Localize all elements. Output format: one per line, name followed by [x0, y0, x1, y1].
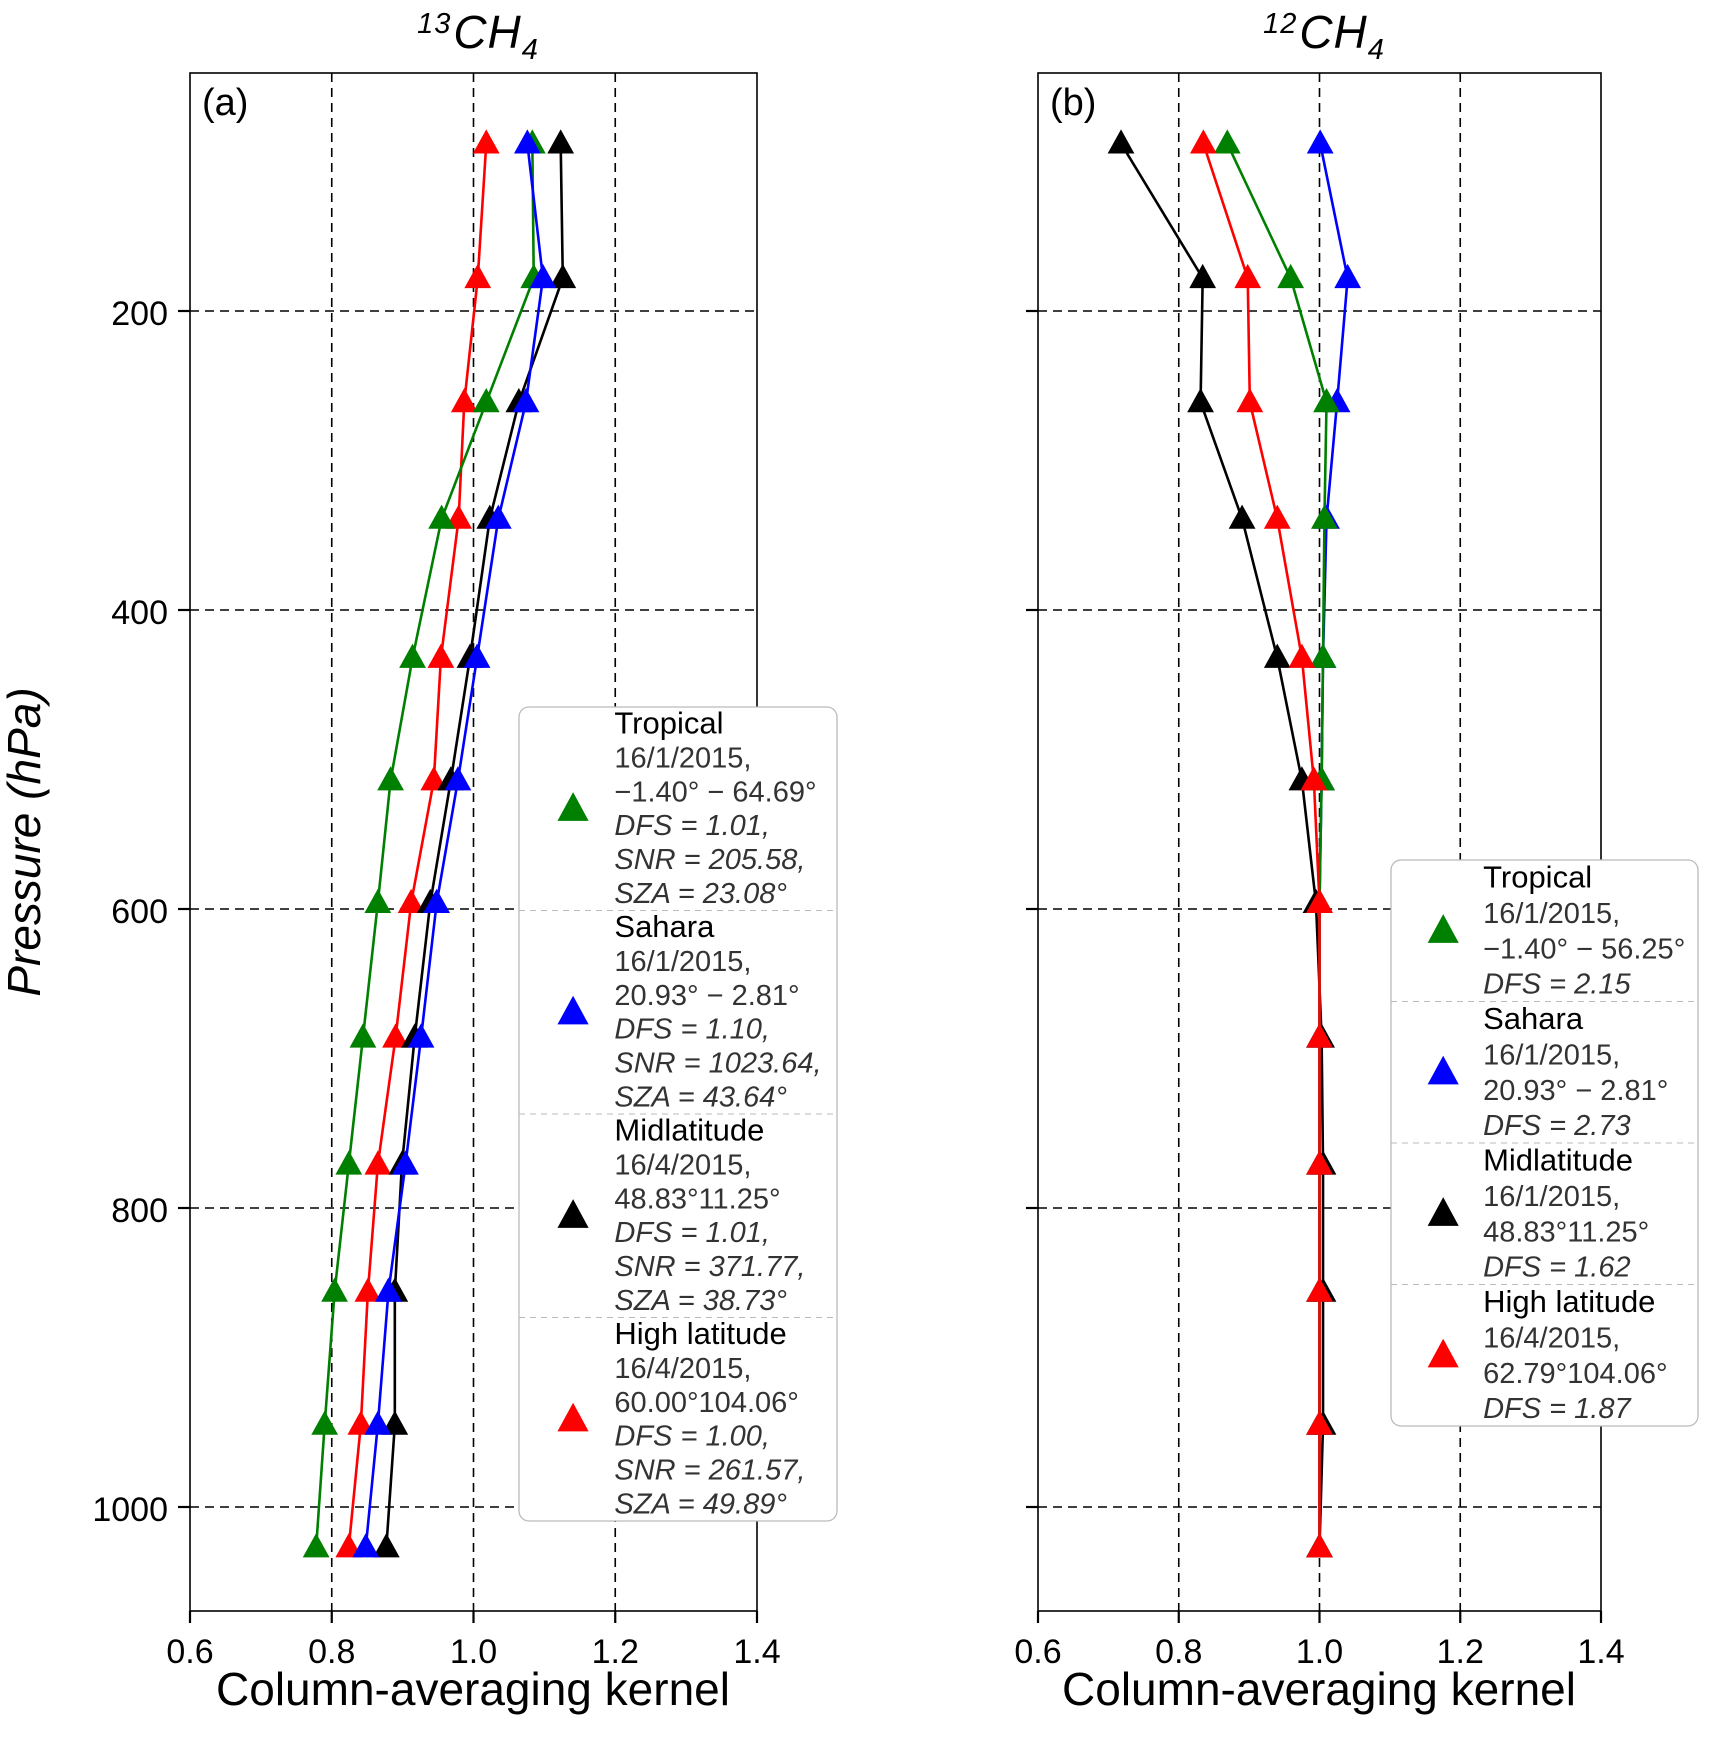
svg-text:20.93° − 2.81°: 20.93° − 2.81°	[614, 980, 799, 1012]
svg-text:1.2: 1.2	[1437, 1633, 1484, 1671]
svg-text:48.83°11.25°: 48.83°11.25°	[1483, 1216, 1649, 1248]
svg-text:DFS = 1.00,: DFS = 1.00,	[614, 1421, 770, 1453]
svg-text:1.4: 1.4	[733, 1633, 780, 1671]
svg-text:−1.40° − 56.25°: −1.40° − 56.25°	[1483, 933, 1685, 965]
svg-text:DFS = 1.10,: DFS = 1.10,	[614, 1014, 770, 1046]
svg-text:400: 400	[111, 594, 168, 632]
svg-text:(b): (b)	[1050, 82, 1096, 124]
svg-text:16/4/2015,: 16/4/2015,	[614, 1149, 751, 1181]
svg-text:1.0: 1.0	[1296, 1633, 1343, 1671]
svg-text:Midlatitude: Midlatitude	[1483, 1143, 1633, 1178]
svg-text:16/1/2015,: 16/1/2015,	[1483, 898, 1620, 930]
svg-text:Sahara: Sahara	[1483, 1001, 1584, 1036]
svg-text:1000: 1000	[92, 1491, 168, 1529]
svg-text:20.93° − 2.81°: 20.93° − 2.81°	[1483, 1075, 1668, 1107]
svg-text:16/4/2015,: 16/4/2015,	[614, 1353, 751, 1385]
svg-text:1.4: 1.4	[1577, 1633, 1624, 1671]
svg-text:0.6: 0.6	[1014, 1633, 1061, 1671]
svg-text:48.83°11.25°: 48.83°11.25°	[614, 1183, 780, 1215]
svg-text:800: 800	[111, 1192, 168, 1230]
svg-text:High latitude: High latitude	[614, 1316, 786, 1351]
svg-text:Midlatitude: Midlatitude	[614, 1113, 764, 1148]
svg-text:1.2: 1.2	[592, 1633, 639, 1671]
svg-text:SNR = 371.77,: SNR = 371.77,	[614, 1251, 805, 1283]
svg-text:0.6: 0.6	[166, 1633, 213, 1671]
svg-text:0.8: 0.8	[1155, 1633, 1202, 1671]
svg-text:(a): (a)	[202, 82, 248, 124]
svg-text:DFS = 1.87: DFS = 1.87	[1483, 1393, 1632, 1425]
svg-text:DFS = 2.15: DFS = 2.15	[1483, 969, 1631, 1001]
svg-text:DFS = 1.62: DFS = 1.62	[1483, 1252, 1631, 1284]
svg-text:−1.40° − 64.69°: −1.40° − 64.69°	[614, 776, 816, 808]
svg-text:SZA = 23.08°: SZA = 23.08°	[614, 878, 787, 910]
svg-text:Tropical: Tropical	[614, 706, 723, 741]
svg-text:60.00°104.06°: 60.00°104.06°	[614, 1387, 798, 1419]
svg-text:DFS = 2.73: DFS = 2.73	[1483, 1110, 1631, 1142]
svg-text:Pressure (hPa): Pressure (hPa)	[0, 687, 50, 996]
svg-text:SZA = 43.64°: SZA = 43.64°	[614, 1082, 787, 1114]
svg-text:SNR = 261.57,: SNR = 261.57,	[614, 1455, 805, 1487]
svg-text:600: 600	[111, 893, 168, 931]
svg-text:Sahara: Sahara	[614, 909, 715, 944]
svg-text:16/4/2015,: 16/4/2015,	[1483, 1323, 1620, 1355]
svg-text:62.79°104.06°: 62.79°104.06°	[1483, 1358, 1667, 1390]
svg-text:SNR = 1023.64,: SNR = 1023.64,	[614, 1048, 821, 1080]
svg-text:SZA = 49.89°: SZA = 49.89°	[614, 1489, 787, 1521]
svg-text:16/1/2015,: 16/1/2015,	[614, 742, 751, 774]
svg-text:200: 200	[111, 295, 168, 333]
svg-text:16/1/2015,: 16/1/2015,	[1483, 1040, 1620, 1072]
svg-text:High latitude: High latitude	[1483, 1284, 1655, 1319]
svg-text:1.0: 1.0	[450, 1633, 497, 1671]
svg-text:16/1/2015,: 16/1/2015,	[1483, 1181, 1620, 1213]
svg-text:Tropical: Tropical	[1483, 860, 1592, 895]
svg-text:SNR = 205.58,: SNR = 205.58,	[614, 844, 805, 876]
svg-text:DFS = 1.01,: DFS = 1.01,	[614, 810, 770, 842]
svg-text:16/1/2015,: 16/1/2015,	[614, 946, 751, 978]
svg-text:0.8: 0.8	[308, 1633, 355, 1671]
svg-text:DFS = 1.01,: DFS = 1.01,	[614, 1217, 770, 1249]
svg-text:SZA = 38.73°: SZA = 38.73°	[614, 1285, 787, 1317]
